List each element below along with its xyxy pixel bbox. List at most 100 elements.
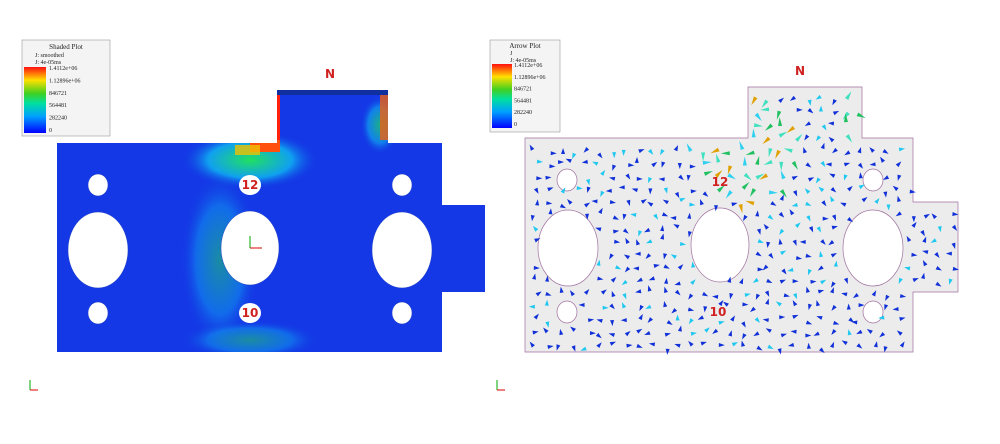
arrow xyxy=(624,330,631,337)
arrow xyxy=(882,175,890,180)
arrow xyxy=(620,318,627,323)
arrow xyxy=(779,279,786,284)
arrow xyxy=(645,253,652,259)
arrow xyxy=(831,304,837,311)
arrow xyxy=(779,189,787,198)
arrow xyxy=(581,159,588,164)
arrow xyxy=(536,159,544,164)
arrow xyxy=(718,300,724,307)
arrow xyxy=(545,275,550,282)
legend: Shaded Plot J: smoothed J: 4e-05ms 1.411… xyxy=(21,39,111,137)
arrow xyxy=(612,215,620,220)
arrow xyxy=(745,200,755,206)
arrow xyxy=(843,113,848,123)
arrow xyxy=(600,289,607,295)
arrow xyxy=(690,189,697,194)
arrow xyxy=(761,99,769,108)
arrow xyxy=(621,149,626,156)
legend-labels: 1.4112e+06 1.12896e+06 846721 564481 282240 0 xyxy=(49,66,81,134)
arrow xyxy=(899,293,907,298)
legend-time: J: 4e-05ms xyxy=(510,58,537,64)
arrow xyxy=(765,328,772,333)
arrow xyxy=(833,320,840,325)
arrow xyxy=(623,254,631,260)
arrow xyxy=(764,290,770,297)
arrow xyxy=(934,252,940,259)
arrow xyxy=(611,290,616,298)
arrow xyxy=(614,239,621,244)
arrow xyxy=(739,277,744,285)
arrow xyxy=(631,188,638,193)
arrow xyxy=(796,107,803,112)
arrow xyxy=(728,330,732,337)
arrow xyxy=(779,315,786,320)
legend-label: 564481 xyxy=(49,103,67,109)
arrow xyxy=(749,188,757,197)
arrow xyxy=(653,264,660,268)
arrow xyxy=(636,277,643,282)
arrow xyxy=(660,149,665,156)
arrow xyxy=(822,216,829,221)
arrow xyxy=(856,112,866,119)
arrow xyxy=(792,300,798,307)
arrow xyxy=(628,163,635,167)
arrow xyxy=(756,228,761,235)
arrow xyxy=(533,313,539,320)
arrow xyxy=(791,161,798,170)
legend-label: 846721 xyxy=(514,87,532,93)
arrow xyxy=(805,253,812,258)
arrow xyxy=(608,333,615,337)
arrow xyxy=(647,285,652,292)
arrow xyxy=(883,191,888,198)
arrow xyxy=(661,161,666,168)
legend-label: 846721 xyxy=(49,91,67,97)
arrow xyxy=(663,300,668,308)
arrow xyxy=(622,293,627,300)
arrow xyxy=(847,329,852,336)
arrow xyxy=(753,123,764,128)
arrow xyxy=(808,226,814,233)
arrow xyxy=(634,251,641,256)
marker-label: 10 xyxy=(242,306,259,320)
arrow xyxy=(766,241,771,249)
plate xyxy=(57,90,485,352)
arrow xyxy=(895,161,902,168)
arrow xyxy=(720,151,730,156)
arrow xyxy=(757,238,764,243)
arrow xyxy=(584,202,591,208)
arrow xyxy=(842,111,850,120)
arrow xyxy=(741,321,746,328)
arrow xyxy=(792,314,799,319)
arrow xyxy=(636,176,643,181)
arrow xyxy=(638,149,645,154)
holes xyxy=(537,168,904,324)
arrow xyxy=(858,172,863,179)
arrow xyxy=(626,199,631,207)
legend-subtitle: J xyxy=(510,51,513,57)
legend-label: 0 xyxy=(49,128,52,134)
arrow xyxy=(935,265,942,271)
arrow xyxy=(547,187,554,192)
arrow xyxy=(768,190,779,195)
arrow xyxy=(873,341,878,348)
arrow xyxy=(596,319,603,323)
arrow xyxy=(567,198,573,205)
arrow xyxy=(827,121,835,126)
arrow xyxy=(580,346,587,351)
arrow xyxy=(815,94,822,100)
arrow xyxy=(765,298,769,305)
arrow xyxy=(783,293,790,298)
arrow xyxy=(948,278,953,285)
arrow xyxy=(904,266,911,271)
legend-labels: 1.4112e+06 1.12896e+06 846721 564481 282240 0 xyxy=(514,63,546,128)
arrow xyxy=(572,152,577,160)
arrow xyxy=(530,215,535,222)
arrow xyxy=(896,330,903,336)
arrow xyxy=(930,238,937,243)
arrow xyxy=(828,240,835,246)
arrow xyxy=(820,279,827,285)
arrow xyxy=(647,317,654,323)
arrow xyxy=(688,318,694,325)
arrow xyxy=(911,252,918,257)
